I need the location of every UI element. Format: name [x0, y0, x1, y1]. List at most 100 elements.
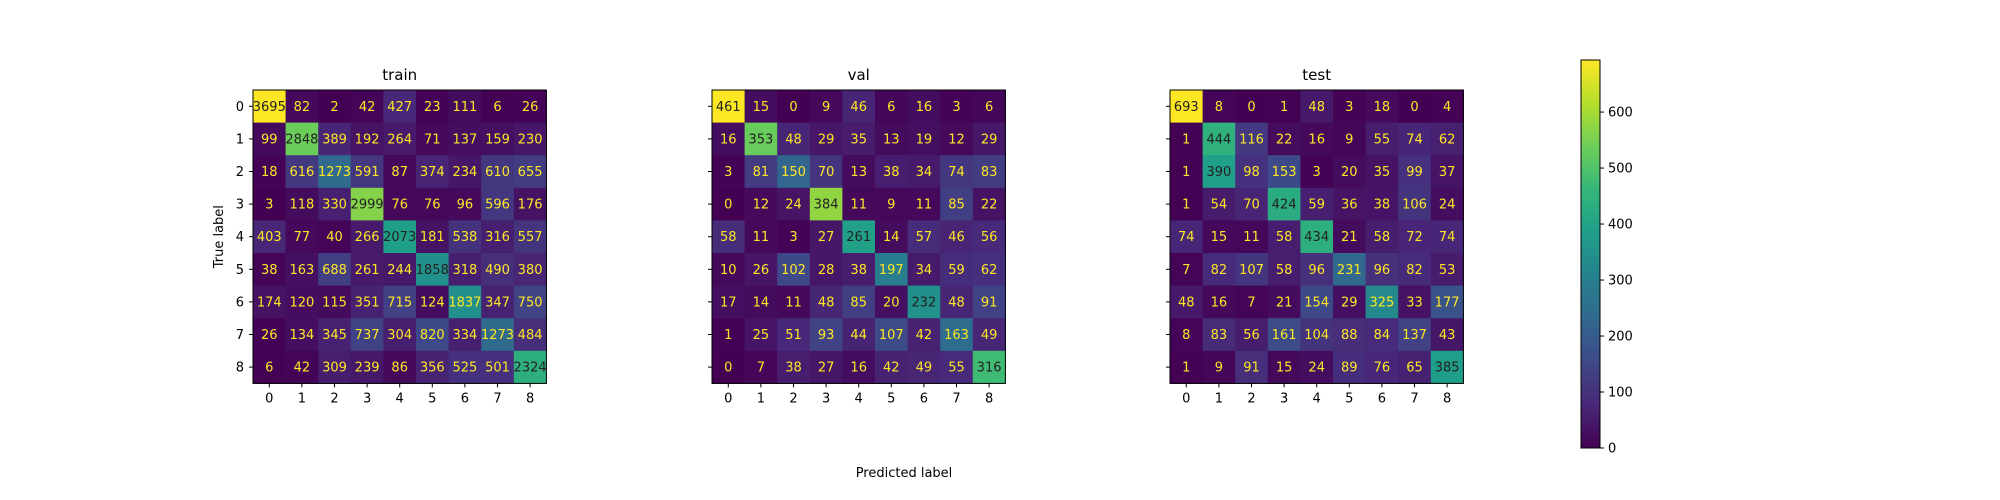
cell-value-label: 26	[522, 100, 539, 115]
cell-value-label: 22	[981, 198, 998, 213]
matrix-cell	[416, 253, 449, 286]
matrix-cell	[1365, 187, 1399, 221]
x-tick-label: 5	[1345, 391, 1353, 406]
cell-value-label: 3695	[253, 100, 286, 115]
matrix-cell	[875, 285, 908, 319]
matrix-cell	[416, 220, 449, 254]
matrix-cell	[1430, 253, 1464, 286]
cell-value-label: 176	[518, 198, 543, 213]
matrix-cell	[1365, 122, 1399, 156]
matrix-cell	[875, 220, 908, 254]
cell-value-label: 234	[452, 165, 477, 180]
colorbar-tick-label: 0	[1608, 442, 1616, 457]
matrix-cell	[809, 350, 843, 384]
matrix-cell	[1430, 220, 1464, 254]
matrix-cell	[416, 122, 449, 156]
cell-value-label: 29	[1341, 295, 1358, 310]
cell-value-label: 42	[883, 361, 900, 376]
cell-value-label: 12	[753, 198, 770, 213]
cell-value-label: 118	[289, 198, 314, 213]
y-axis-label: True label	[212, 205, 227, 269]
cell-value-label: 11	[916, 198, 933, 213]
matrix-cell	[1170, 318, 1203, 352]
cell-value-label: 591	[355, 165, 380, 180]
matrix-cell	[513, 187, 547, 221]
cell-value-label: 38	[785, 361, 802, 376]
cell-value-label: 107	[879, 328, 904, 343]
cell-value-label: 76	[1374, 361, 1391, 376]
cell-value-label: 22	[1276, 132, 1293, 147]
cell-value-label: 12	[948, 132, 965, 147]
matrix-cell	[940, 122, 974, 156]
matrix-cell	[1398, 187, 1432, 221]
colorbar-tick-label: 500	[1608, 162, 1633, 177]
matrix-cell	[1398, 350, 1432, 384]
cell-value-label: 1273	[318, 165, 351, 180]
cell-value-label: 380	[518, 263, 543, 278]
matrix-cell	[875, 90, 908, 123]
cell-value-label: 715	[387, 295, 412, 310]
cell-value-label: 81	[753, 165, 770, 180]
cell-value-label: 688	[322, 263, 347, 278]
cell-value-label: 427	[387, 100, 412, 115]
cell-value-label: 76	[424, 198, 441, 213]
matrix-cell	[1333, 285, 1366, 319]
matrix-cell	[712, 253, 745, 286]
cell-value-label: 91	[1243, 361, 1260, 376]
matrix-cell	[1398, 220, 1432, 254]
cell-value-label: 6	[985, 100, 993, 115]
cell-value-label: 62	[1439, 132, 1456, 147]
x-tick-label: 7	[952, 391, 960, 406]
cell-value-label: 192	[355, 132, 380, 147]
x-tick-label: 3	[1280, 391, 1288, 406]
matrix-cell	[1398, 318, 1432, 352]
matrix-cell	[383, 155, 417, 189]
cell-value-label: 74	[948, 165, 965, 180]
matrix-cell	[1235, 90, 1269, 123]
matrix-cell	[1333, 350, 1366, 384]
matrix-cell	[513, 155, 547, 189]
x-tick-label: 0	[265, 391, 273, 406]
cell-value-label: 24	[1439, 198, 1456, 213]
cell-value-label: 107	[1239, 263, 1264, 278]
cell-value-label: 48	[818, 295, 835, 310]
matrix-cell	[350, 285, 384, 319]
cell-value-label: 2	[330, 100, 338, 115]
matrix-cell	[744, 155, 778, 189]
cell-value-label: 177	[1435, 295, 1460, 310]
cell-value-label: 4	[1443, 100, 1451, 115]
cell-value-label: 356	[420, 361, 445, 376]
matrix-cell	[1267, 220, 1301, 254]
cell-value-label: 20	[1341, 165, 1358, 180]
matrix-cell	[318, 187, 352, 221]
matrix-cell	[1300, 90, 1334, 123]
cell-value-label: 13	[850, 165, 867, 180]
matrix-cell	[1300, 122, 1334, 156]
matrix-cell	[318, 90, 352, 123]
x-tick-label: 1	[298, 391, 306, 406]
matrix-cell	[972, 318, 1006, 352]
cell-value-label: 1	[1182, 132, 1190, 147]
matrix-cell	[1235, 318, 1269, 352]
cell-value-label: 40	[326, 230, 343, 245]
cell-value-label: 96	[1374, 263, 1391, 278]
cell-value-label: 83	[1211, 328, 1228, 343]
panel-title: train	[382, 66, 417, 84]
cell-value-label: 1273	[481, 328, 514, 343]
cell-value-label: 163	[289, 263, 314, 278]
cell-value-label: 134	[289, 328, 314, 343]
cell-value-label: 3	[952, 100, 960, 115]
matrix-cell	[448, 122, 482, 156]
matrix-cell	[318, 253, 352, 286]
matrix-cell	[481, 155, 515, 189]
matrix-cell	[1430, 187, 1464, 221]
matrix-cell	[1170, 90, 1203, 123]
y-tick-label: 6	[236, 295, 244, 310]
cell-value-label: 29	[818, 132, 835, 147]
matrix-cell	[875, 350, 908, 384]
cell-value-label: 55	[1374, 132, 1391, 147]
cell-value-label: 33	[1406, 295, 1423, 310]
cell-value-label: 24	[785, 198, 802, 213]
cell-value-label: 1	[1280, 100, 1288, 115]
